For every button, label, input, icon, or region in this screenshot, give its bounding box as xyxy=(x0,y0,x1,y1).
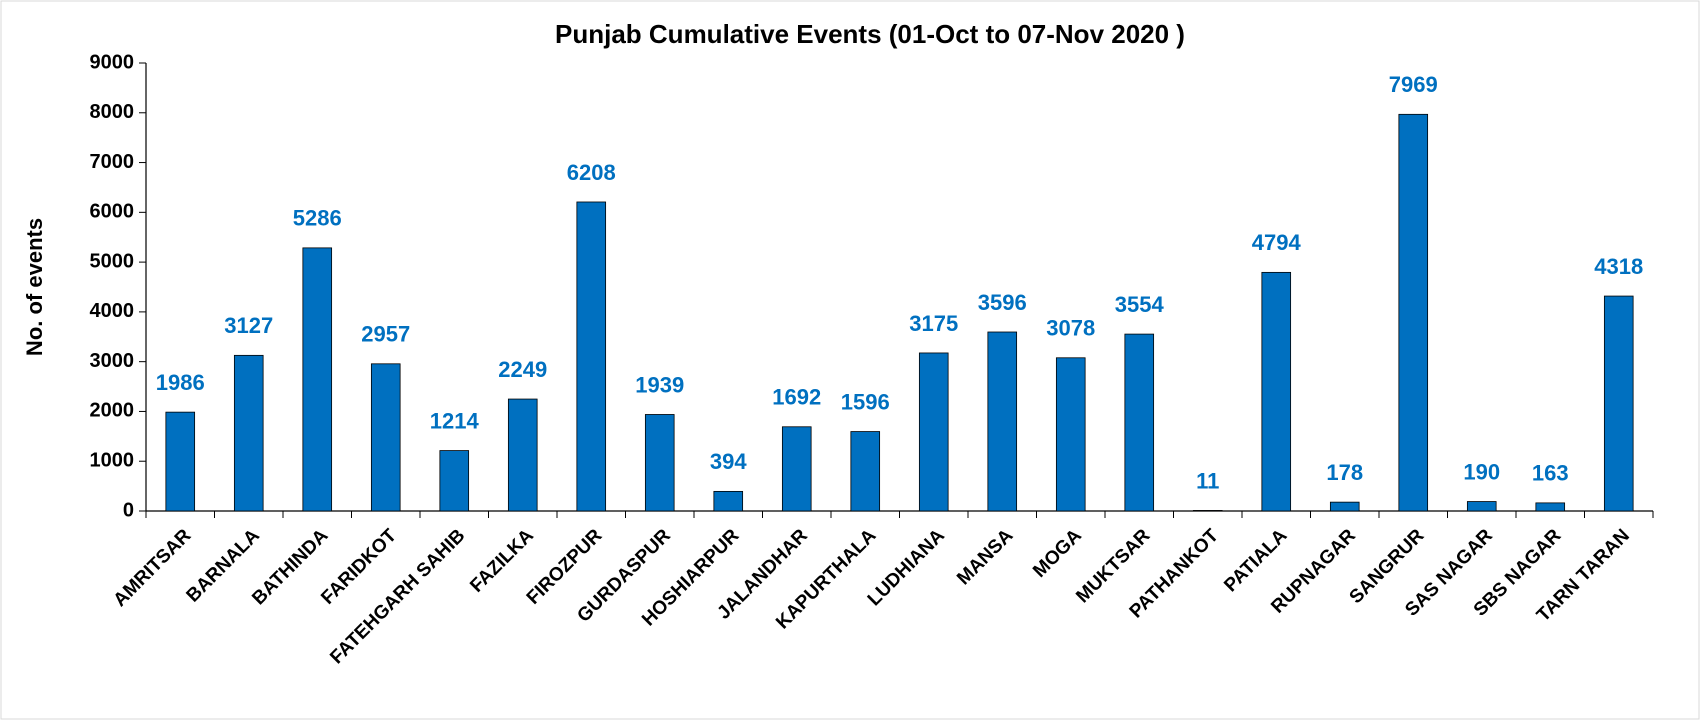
data-label: 3127 xyxy=(224,313,273,338)
data-label: 7969 xyxy=(1389,72,1438,97)
data-label: 2957 xyxy=(361,322,410,347)
y-tick-label: 7000 xyxy=(90,151,135,173)
bar xyxy=(1398,113,1429,512)
bar xyxy=(233,354,264,512)
bar xyxy=(1603,295,1634,512)
bar xyxy=(1261,271,1292,512)
data-label: 3175 xyxy=(909,311,958,336)
data-label: 1939 xyxy=(635,372,684,397)
data-label: 4794 xyxy=(1252,230,1302,255)
y-tick-label: 5000 xyxy=(90,250,135,272)
bar xyxy=(1192,510,1223,512)
bar xyxy=(918,352,949,512)
bar xyxy=(507,398,538,512)
data-label: 5286 xyxy=(293,206,342,231)
bar xyxy=(1055,357,1086,512)
bar xyxy=(576,201,607,512)
bar xyxy=(1535,502,1566,512)
y-tick-label: 8000 xyxy=(90,101,135,123)
bar xyxy=(165,411,196,512)
bar xyxy=(644,414,675,512)
y-tick-label: 1000 xyxy=(90,450,135,472)
bar xyxy=(439,450,470,512)
bar xyxy=(302,247,333,512)
bar xyxy=(713,490,744,512)
bar xyxy=(987,331,1018,512)
y-tick-label: 9000 xyxy=(90,51,135,73)
data-label: 2249 xyxy=(498,357,547,382)
y-tick-label: 3000 xyxy=(90,350,135,372)
y-tick-label: 6000 xyxy=(90,201,135,223)
data-label: 3596 xyxy=(978,290,1027,315)
data-label: 11 xyxy=(1196,468,1219,493)
chart-title: Punjab Cumulative Events (01-Oct to 07-N… xyxy=(555,19,1185,49)
data-label: 1986 xyxy=(156,370,205,395)
bar xyxy=(850,431,881,512)
data-label: 394 xyxy=(710,449,747,474)
bar xyxy=(781,426,812,512)
y-axis-label: No. of events xyxy=(22,218,47,356)
data-label: 1214 xyxy=(430,408,480,433)
data-label: 6208 xyxy=(567,160,616,185)
y-tick-label: 2000 xyxy=(90,400,135,422)
bar xyxy=(1124,333,1155,512)
data-label: 1596 xyxy=(841,389,890,414)
bar xyxy=(370,363,401,512)
data-label: 178 xyxy=(1326,460,1363,485)
y-tick-label: 0 xyxy=(123,499,134,521)
bar xyxy=(1329,501,1360,512)
data-label: 3078 xyxy=(1046,316,1095,341)
y-tick-label: 4000 xyxy=(90,300,135,322)
data-label: 4318 xyxy=(1594,254,1643,279)
bar xyxy=(1466,501,1497,512)
data-label: 1692 xyxy=(772,385,821,410)
data-label: 190 xyxy=(1463,459,1500,484)
data-label: 163 xyxy=(1532,461,1569,486)
data-label: 3554 xyxy=(1115,292,1165,317)
